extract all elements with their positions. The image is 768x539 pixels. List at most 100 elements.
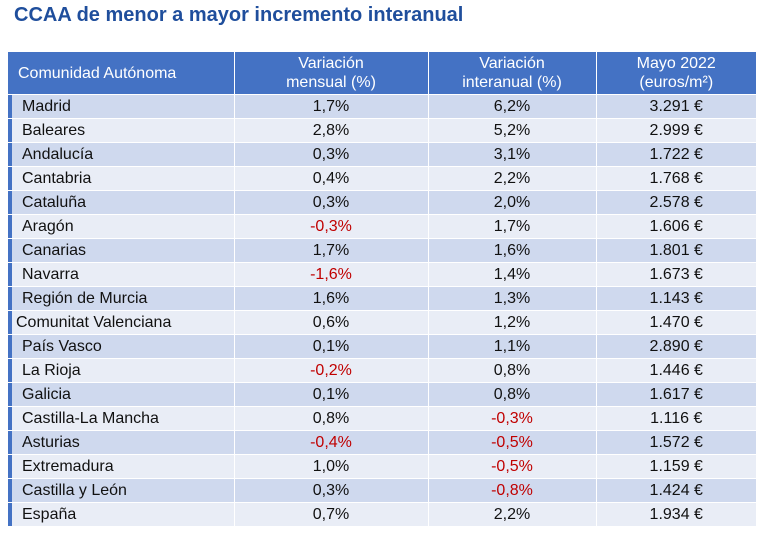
price-cell: 1.934 € bbox=[596, 502, 756, 526]
table-row: Castilla-La Mancha 0,8% -0,3% 1.116 € bbox=[8, 406, 756, 431]
header-monthly-line2: mensual (%) bbox=[286, 74, 376, 91]
region-cell: Cantabria bbox=[8, 166, 235, 191]
table-row: Cantabria 0,4% 2,2% 1.768 € bbox=[8, 166, 756, 191]
annual-variation-cell: 2,2% bbox=[428, 166, 597, 191]
table-header-row: Comunidad Autónoma Variación mensual (%)… bbox=[8, 52, 756, 95]
region-name: Castilla y León bbox=[12, 479, 234, 502]
price-cell: 3.291 € bbox=[596, 94, 756, 119]
annual-variation-cell: 1,2% bbox=[428, 310, 597, 335]
header-monthly: Variación mensual (%) bbox=[234, 52, 429, 95]
header-annual: Variación interanual (%) bbox=[428, 52, 597, 95]
annual-variation-cell: 0,8% bbox=[428, 382, 597, 407]
region-name: Asturias bbox=[12, 431, 234, 454]
header-price-line1: Mayo 2022 bbox=[636, 55, 716, 72]
region-name: Canarias bbox=[12, 239, 234, 262]
monthly-variation-cell: -1,6% bbox=[234, 262, 429, 287]
monthly-variation-cell: 1,6% bbox=[234, 286, 429, 311]
price-cell: 1.617 € bbox=[596, 382, 756, 407]
region-name: Aragón bbox=[12, 215, 234, 238]
price-cell: 1.159 € bbox=[596, 454, 756, 479]
region-cell: Extremadura bbox=[8, 454, 235, 479]
annual-variation-cell: -0,5% bbox=[428, 430, 597, 455]
region-name: España bbox=[12, 503, 234, 526]
price-cell: 1.143 € bbox=[596, 286, 756, 311]
region-name: La Rioja bbox=[12, 359, 234, 382]
region-name: Andalucía bbox=[12, 143, 234, 166]
region-name: Cantabria bbox=[12, 167, 234, 190]
region-name: Baleares bbox=[12, 119, 234, 142]
table-body: Madrid 1,7% 6,2% 3.291 € Baleares 2,8% 5,2% 2.9… bbox=[8, 94, 756, 526]
region-cell: Región de Murcia bbox=[8, 286, 235, 311]
region-cell: La Rioja bbox=[8, 358, 235, 383]
annual-variation-cell: 3,1% bbox=[428, 142, 597, 167]
annual-variation-cell: 0,8% bbox=[428, 358, 597, 383]
annual-variation-cell: 1,3% bbox=[428, 286, 597, 311]
table-row: La Rioja -0,2% 0,8% 1.446 € bbox=[8, 358, 756, 383]
annual-variation-cell: -0,8% bbox=[428, 478, 597, 503]
table-row: Aragón -0,3% 1,7% 1.606 € bbox=[8, 214, 756, 239]
monthly-variation-cell: -0,4% bbox=[234, 430, 429, 455]
table-row: Comunitat Valenciana 0,6% 1,2% 1.470 € bbox=[8, 310, 756, 335]
monthly-variation-cell: 0,1% bbox=[234, 334, 429, 359]
page-title: CCAA de menor a mayor incremento interan… bbox=[14, 4, 464, 26]
table-row: Extremadura 1,0% -0,5% 1.159 € bbox=[8, 454, 756, 479]
price-cell: 2.999 € bbox=[596, 118, 756, 143]
region-name: Comunitat Valenciana bbox=[12, 311, 234, 334]
price-cell: 1.722 € bbox=[596, 142, 756, 167]
price-cell: 1.470 € bbox=[596, 310, 756, 335]
price-cell: 1.424 € bbox=[596, 478, 756, 503]
monthly-variation-cell: 1,0% bbox=[234, 454, 429, 479]
price-cell: 1.446 € bbox=[596, 358, 756, 383]
monthly-variation-cell: 1,7% bbox=[234, 94, 429, 119]
region-cell: España bbox=[8, 502, 235, 526]
monthly-variation-cell: -0,3% bbox=[234, 214, 429, 239]
monthly-variation-cell: 1,7% bbox=[234, 238, 429, 263]
price-cell: 1.673 € bbox=[596, 262, 756, 287]
region-cell: Navarra bbox=[8, 262, 235, 287]
monthly-variation-cell: 0,3% bbox=[234, 190, 429, 215]
region-name: Castilla-La Mancha bbox=[12, 407, 234, 430]
table-row: Asturias -0,4% -0,5% 1.572 € bbox=[8, 430, 756, 455]
price-cell: 1.606 € bbox=[596, 214, 756, 239]
annual-variation-cell: 2,2% bbox=[428, 502, 597, 526]
monthly-variation-cell: -0,2% bbox=[234, 358, 429, 383]
table-row: País Vasco 0,1% 1,1% 2.890 € bbox=[8, 334, 756, 359]
monthly-variation-cell: 0,6% bbox=[234, 310, 429, 335]
region-cell: País Vasco bbox=[8, 334, 235, 359]
region-cell: Asturias bbox=[8, 430, 235, 455]
annual-variation-cell: 1,7% bbox=[428, 214, 597, 239]
price-cell: 1.572 € bbox=[596, 430, 756, 455]
price-cell: 2.578 € bbox=[596, 190, 756, 215]
table-row: Baleares 2,8% 5,2% 2.999 € bbox=[8, 118, 756, 143]
monthly-variation-cell: 0,4% bbox=[234, 166, 429, 191]
region-cell: Madrid bbox=[8, 94, 235, 119]
table-row: España 0,7% 2,2% 1.934 € bbox=[8, 502, 756, 526]
monthly-variation-cell: 0,8% bbox=[234, 406, 429, 431]
table-row: Castilla y León 0,3% -0,8% 1.424 € bbox=[8, 478, 756, 503]
price-cell: 1.801 € bbox=[596, 238, 756, 263]
annual-variation-cell: 1,1% bbox=[428, 334, 597, 359]
table-row: Canarias 1,7% 1,6% 1.801 € bbox=[8, 238, 756, 263]
monthly-variation-cell: 0,3% bbox=[234, 142, 429, 167]
region-cell: Galicia bbox=[8, 382, 235, 407]
region-name: Cataluña bbox=[12, 191, 234, 214]
table-row: Andalucía 0,3% 3,1% 1.722 € bbox=[8, 142, 756, 167]
annual-variation-cell: 2,0% bbox=[428, 190, 597, 215]
table-row: Región de Murcia 1,6% 1,3% 1.143 € bbox=[8, 286, 756, 311]
region-name: Galicia bbox=[12, 383, 234, 406]
annual-variation-cell: -0,5% bbox=[428, 454, 597, 479]
header-price: Mayo 2022 (euros/m²) bbox=[596, 52, 756, 95]
region-cell: Castilla y León bbox=[8, 478, 235, 503]
header-annual-line1: Variación bbox=[479, 55, 545, 72]
region-name: Extremadura bbox=[12, 455, 234, 478]
region-name: Región de Murcia bbox=[12, 287, 234, 310]
region-cell: Andalucía bbox=[8, 142, 235, 167]
monthly-variation-cell: 0,7% bbox=[234, 502, 429, 526]
table-row: Madrid 1,7% 6,2% 3.291 € bbox=[8, 94, 756, 119]
annual-variation-cell: 1,4% bbox=[428, 262, 597, 287]
annual-variation-cell: 5,2% bbox=[428, 118, 597, 143]
region-cell: Castilla-La Mancha bbox=[8, 406, 235, 431]
price-cell: 1.768 € bbox=[596, 166, 756, 191]
table-row: Cataluña 0,3% 2,0% 2.578 € bbox=[8, 190, 756, 215]
header-monthly-line1: Variación bbox=[298, 55, 364, 72]
